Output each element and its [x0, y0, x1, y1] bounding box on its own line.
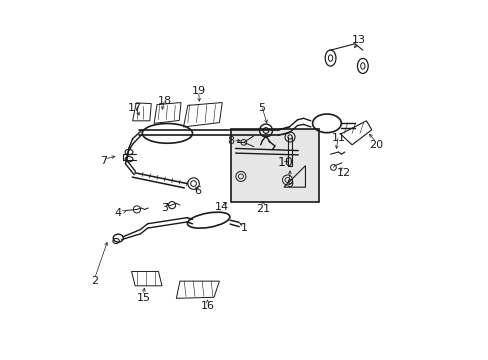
Text: 1: 1: [241, 224, 247, 233]
Text: 2: 2: [91, 276, 98, 286]
Text: 5: 5: [258, 103, 264, 113]
Text: 8: 8: [227, 136, 234, 145]
Text: 18: 18: [158, 96, 172, 106]
Text: 13: 13: [351, 35, 365, 45]
Text: 9: 9: [285, 179, 292, 189]
Text: 19: 19: [191, 86, 205, 96]
Text: 14: 14: [215, 202, 229, 212]
Polygon shape: [131, 271, 162, 286]
Text: 10: 10: [277, 156, 293, 169]
Text: 12: 12: [336, 168, 350, 178]
Text: 11: 11: [331, 133, 345, 143]
Bar: [230, 129, 318, 202]
Text: 16: 16: [201, 301, 215, 311]
Text: 21: 21: [256, 204, 270, 214]
Polygon shape: [183, 103, 222, 127]
Polygon shape: [154, 103, 181, 123]
Text: 4: 4: [115, 208, 122, 218]
Text: 6: 6: [194, 186, 201, 197]
Polygon shape: [132, 103, 151, 121]
Text: 7: 7: [100, 156, 107, 166]
Text: 17: 17: [128, 103, 142, 113]
Polygon shape: [340, 121, 371, 145]
Polygon shape: [176, 281, 219, 298]
Text: 20: 20: [368, 140, 383, 150]
Text: 15: 15: [136, 293, 150, 303]
Text: 3: 3: [161, 203, 168, 213]
